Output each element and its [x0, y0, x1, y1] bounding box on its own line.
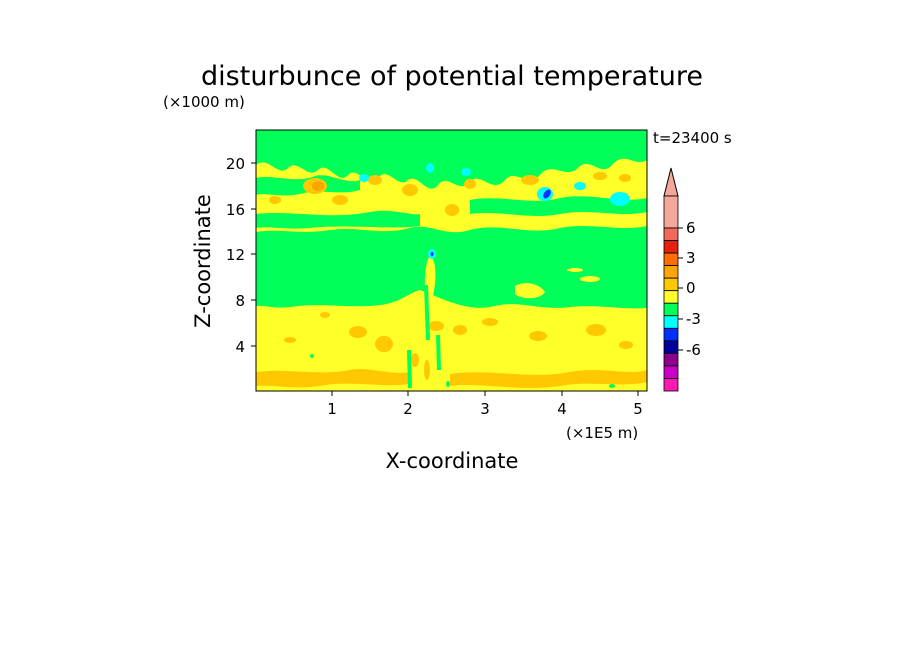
colorbar-cell [663, 290, 679, 304]
colorbar-cell [663, 277, 679, 292]
x-tick-label: 1 [327, 400, 337, 418]
x-axis: 1 2 3 4 5 (×1E5 m) X-coordinate [327, 391, 643, 473]
y-tick-label: 4 [235, 338, 245, 356]
time-label: t=23400 s [653, 129, 732, 147]
colorbar-cell [663, 240, 679, 254]
x-unit-label: (×1E5 m) [566, 424, 638, 442]
colorbar-label: -3 [686, 310, 701, 328]
x-axis-label: X-coordinate [386, 449, 519, 473]
y-tick-label: 16 [226, 201, 245, 219]
colorbar-label: 0 [686, 279, 696, 297]
colorbar-cell [663, 252, 679, 267]
x-tick-label: 4 [557, 400, 567, 418]
colorbar-cell [663, 365, 679, 379]
y-tick-label: 20 [226, 155, 245, 173]
colorbar-cell [663, 340, 679, 354]
y-tick-label: 12 [226, 246, 245, 264]
x-tick-label: 2 [403, 400, 413, 418]
y-axis: 4 8 12 16 20 Z-coordinate [191, 155, 256, 356]
green-mid-layer [256, 226, 647, 309]
colorbar-cell [663, 327, 679, 342]
orange-patches-lower [256, 312, 647, 388]
colorbar-cell [663, 352, 679, 367]
colorbar-cell [663, 378, 679, 392]
contour-field [255, 129, 648, 392]
colorbar-cell [663, 302, 679, 317]
colorbar: 6 3 0 -3 -6 [663, 167, 701, 392]
y-tick-label: 8 [235, 292, 245, 310]
y-unit-label: (×1000 m) [163, 93, 245, 111]
green-streaks-lower [310, 285, 615, 388]
x-tick-label: 3 [480, 400, 490, 418]
colorbar-cell [663, 315, 679, 329]
green-top-fingers [256, 130, 647, 189]
colorbar-cell [663, 195, 679, 229]
colorbar-cell [663, 227, 679, 241]
colorbar-label: 3 [686, 249, 696, 267]
chart-title: disturbunce of potential temperature [201, 61, 703, 92]
y-axis-label: Z-coordinate [191, 194, 215, 328]
colorbar-top-triangle [663, 167, 679, 197]
colorbar-label: 6 [686, 219, 696, 237]
plot-frame [255, 129, 648, 392]
colorbar-cell [663, 265, 679, 279]
colorbar-label: -6 [686, 341, 701, 359]
x-tick-label: 5 [633, 400, 643, 418]
